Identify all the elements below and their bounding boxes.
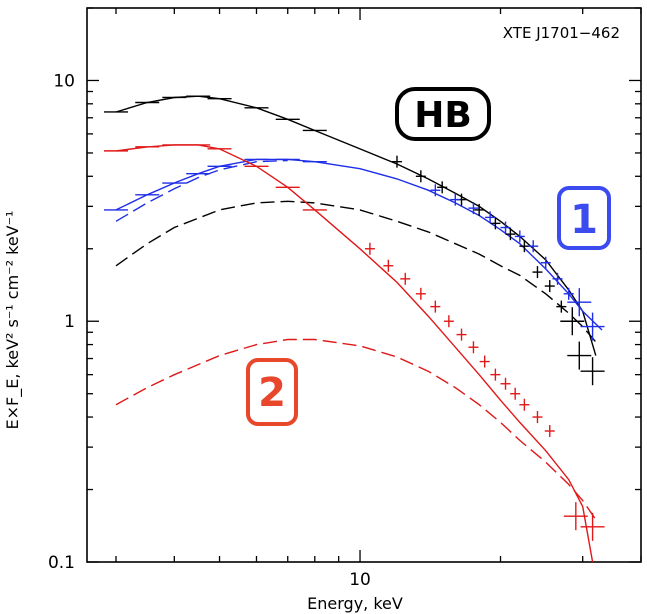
series-2-point xyxy=(364,242,375,255)
series-1-point xyxy=(450,193,461,206)
series-1-point xyxy=(500,221,511,234)
series-2-point xyxy=(500,377,511,390)
y-tick-label: 0.1 xyxy=(48,553,75,573)
series-hb-point xyxy=(556,300,567,313)
series-2-point xyxy=(443,315,454,328)
y-tick-label: 1 xyxy=(64,312,75,332)
badge-hb: HB xyxy=(395,87,491,141)
series-2-point xyxy=(479,355,490,368)
series-2-point xyxy=(468,341,479,354)
badge-hb-text: HB xyxy=(414,95,472,136)
series-1-point xyxy=(430,184,441,197)
series-2-point xyxy=(415,287,426,300)
series-hb-point xyxy=(544,280,555,293)
plot-frame xyxy=(86,7,642,563)
series-2-point xyxy=(532,411,543,424)
series-1-point xyxy=(540,256,551,269)
series-hb-point xyxy=(505,228,516,241)
series-hb-point xyxy=(415,170,426,183)
series-1-point xyxy=(528,240,539,253)
series-1-point xyxy=(485,211,496,224)
series-2-point xyxy=(456,328,467,341)
series-hb-point xyxy=(474,203,485,216)
series-2-component-dashed-line xyxy=(115,338,597,520)
series-1-point xyxy=(563,287,574,300)
x-axis-title: Energy, keV xyxy=(307,594,403,613)
series-2-point xyxy=(400,272,411,285)
series-2-point xyxy=(563,502,588,531)
x-tick-label: 10 xyxy=(349,570,371,590)
series-hb-point xyxy=(560,307,585,336)
series-hb-model-line xyxy=(115,95,597,356)
badge-1: 1 xyxy=(557,186,611,250)
series-hb-point xyxy=(391,155,402,168)
series-2-point xyxy=(519,398,530,411)
series-hb-point xyxy=(437,181,448,194)
series-2-point xyxy=(430,300,441,313)
badge-1-text: 1 xyxy=(570,197,598,243)
badge-2-text: 2 xyxy=(258,370,286,416)
series-hb-point xyxy=(519,240,530,253)
series-1-point xyxy=(580,312,605,341)
series-2-point xyxy=(580,512,605,541)
series-hb-point xyxy=(490,217,501,230)
series-1-point xyxy=(552,272,563,285)
series-2-point xyxy=(383,259,394,272)
series-1-component-dashed-line xyxy=(115,159,288,222)
series-hb-point xyxy=(567,341,592,370)
series-hb-point xyxy=(580,357,605,386)
series-2-point xyxy=(490,368,501,381)
series-hb-component-dashed-line xyxy=(115,200,597,343)
series-1-point xyxy=(514,230,525,243)
target-name-annotation: XTE J1701−462 xyxy=(503,24,620,42)
series-2-point xyxy=(510,387,521,400)
y-tick-label: 10 xyxy=(53,71,75,91)
series-1-point xyxy=(468,202,479,215)
badge-2: 2 xyxy=(246,358,298,426)
series-hb-point xyxy=(532,266,543,279)
series-2-model-line xyxy=(115,144,594,563)
series-1-point xyxy=(567,288,592,317)
series-2-point xyxy=(544,425,555,438)
y-axis-title: E×F_E, keV² s⁻¹ cm⁻² keV⁻¹ xyxy=(3,211,23,430)
